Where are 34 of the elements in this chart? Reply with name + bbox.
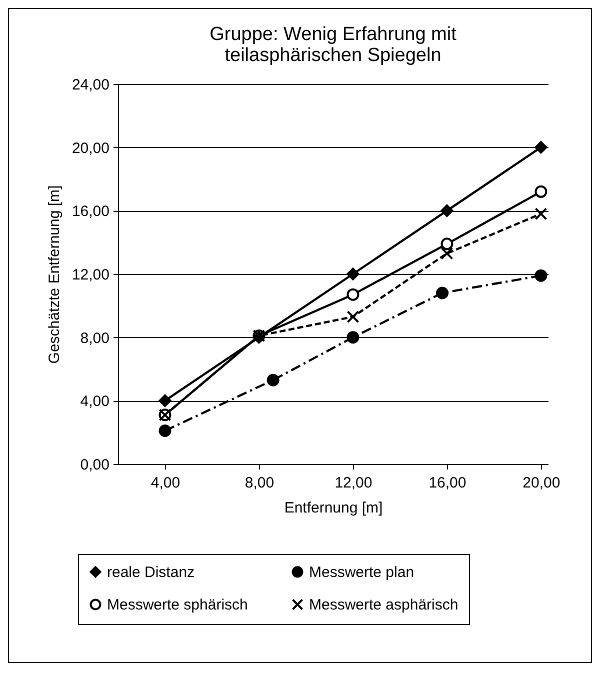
chart-title: Gruppe: Wenig Erfahrung mit teilasphärischen Spiegeln xyxy=(210,24,458,66)
x-tick-label: 16,00 xyxy=(428,474,466,492)
y-tick-label: 0,00 xyxy=(80,456,110,474)
y-tick-label: 4,00 xyxy=(80,393,110,410)
point xyxy=(440,238,454,250)
x-axis-title: Entfernung [m] xyxy=(284,500,383,516)
point xyxy=(440,247,454,260)
point xyxy=(346,331,360,344)
y-axis-title: Geschätzte Entfernung [m] xyxy=(46,185,63,364)
point xyxy=(158,424,172,437)
point xyxy=(436,286,449,300)
point xyxy=(266,374,280,386)
point xyxy=(346,310,360,323)
point xyxy=(534,208,548,220)
point xyxy=(440,204,454,217)
legend-label: Messwerte asphärisch xyxy=(309,596,458,614)
point xyxy=(534,141,548,154)
point xyxy=(346,268,360,280)
y-tick-label: 12,00 xyxy=(72,266,110,284)
legend-label: reale Distanz xyxy=(107,564,195,581)
point xyxy=(346,288,360,301)
y-tick-label: 16,00 xyxy=(72,203,110,220)
legend-label: Messwerte sphärisch xyxy=(107,596,248,614)
x-tick-label: 12,00 xyxy=(334,474,372,492)
y-tick-label: 8,00 xyxy=(80,330,110,347)
legend-label: Messwerte plan xyxy=(309,564,414,581)
x-tick-label: 4,00 xyxy=(150,474,180,492)
x-tick-label: 20,00 xyxy=(522,474,560,492)
point xyxy=(158,394,172,407)
y-tick-label: 24,00 xyxy=(72,76,110,94)
y-tick-label: 20,00 xyxy=(72,140,110,157)
point xyxy=(534,269,548,282)
point xyxy=(534,185,548,198)
x-tick-label: 8,00 xyxy=(244,474,274,492)
